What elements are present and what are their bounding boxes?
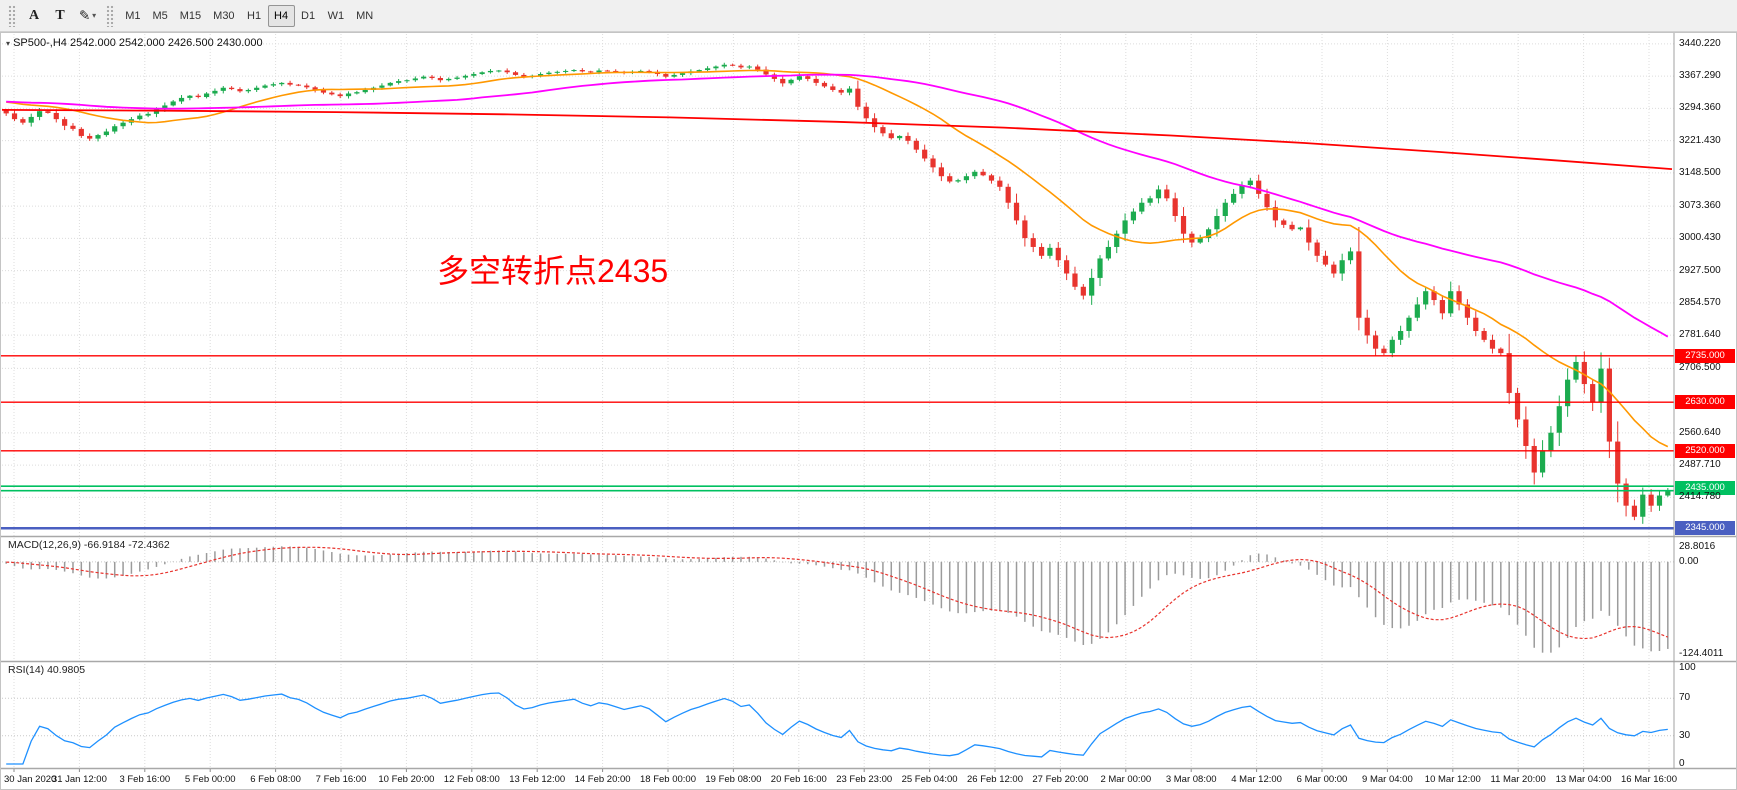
text-tool-button[interactable]: T <box>48 4 72 28</box>
timeframe-drag-handle[interactable] <box>106 4 116 27</box>
toolbar: A T ✎ ▾ M1 M5 M15 M30 H1 H4 D1 W1 MN <box>0 0 1737 32</box>
timeframe-w1-button[interactable]: W1 <box>322 5 351 27</box>
toolbar-drag-handle[interactable] <box>8 4 17 27</box>
timeframe-m5-button[interactable]: M5 <box>146 5 173 27</box>
timeframe-m15-button[interactable]: M15 <box>174 5 207 27</box>
timeframe-toolbar: M1 M5 M15 M30 H1 H4 D1 W1 MN <box>119 4 379 27</box>
timeframe-h1-button[interactable]: H1 <box>241 5 268 27</box>
pencil-icon: ✎ <box>79 7 91 23</box>
draw-tool-button[interactable]: ✎ ▾ <box>74 4 101 28</box>
timeframe-h4-button[interactable]: H4 <box>267 4 295 27</box>
timeframe-m1-button[interactable]: M1 <box>119 5 146 27</box>
text-label-tool-button[interactable]: A <box>22 4 46 28</box>
chevron-down-icon: ▾ <box>92 11 97 20</box>
timeframe-mn-button[interactable]: MN <box>350 5 379 27</box>
timeframe-m30-button[interactable]: M30 <box>207 5 240 27</box>
timeframe-d1-button[interactable]: D1 <box>295 5 322 27</box>
